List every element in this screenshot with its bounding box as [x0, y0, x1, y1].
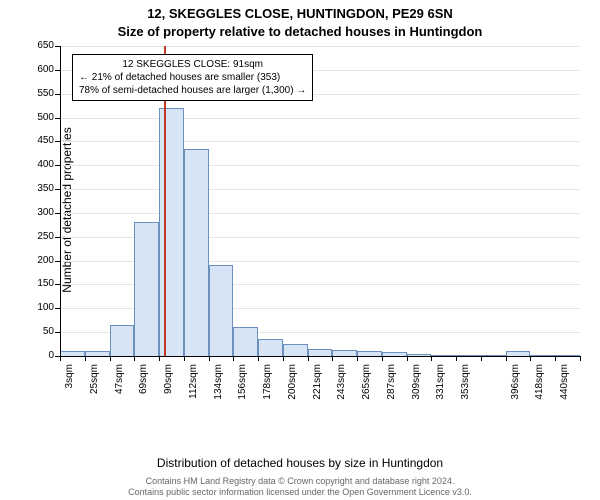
chart-title-line1: 12, SKEGGLES CLOSE, HUNTINGDON, PE29 6SN: [0, 6, 600, 21]
plot-area: 0501001502002503003504004505005506006503…: [60, 46, 580, 396]
histogram-bar: [134, 222, 159, 356]
x-tick-label: 25sqm: [89, 364, 100, 408]
y-tick-label: 400: [20, 159, 54, 170]
histogram-bar: [184, 149, 209, 356]
x-tick-label: 3sqm: [64, 364, 75, 408]
x-tick-label: 440sqm: [559, 364, 570, 408]
gridline: [60, 46, 580, 47]
y-tick-label: 350: [20, 183, 54, 194]
annotation-line1: 12 SKEGGLES CLOSE: 91sqm: [79, 58, 306, 71]
x-tick-label: 331sqm: [435, 364, 446, 408]
footer-line2: Contains public sector information licen…: [0, 487, 600, 498]
y-tick-label: 600: [20, 64, 54, 75]
y-tick-label: 250: [20, 231, 54, 242]
x-tick-label: 69sqm: [138, 364, 149, 408]
histogram-bar: [308, 349, 333, 356]
x-tick-label: 396sqm: [510, 364, 521, 408]
chart-title-line2: Size of property relative to detached ho…: [0, 24, 600, 39]
y-tick-label: 300: [20, 207, 54, 218]
gridline: [60, 213, 580, 214]
y-tick-label: 150: [20, 278, 54, 289]
histogram-bar: [258, 339, 283, 356]
x-axis-label: Distribution of detached houses by size …: [0, 456, 600, 470]
footer-line1: Contains HM Land Registry data © Crown c…: [0, 476, 600, 487]
annotation-box: 12 SKEGGLES CLOSE: 91sqm← 21% of detache…: [72, 54, 313, 101]
x-tick-label: 353sqm: [460, 364, 471, 408]
x-tick-label: 265sqm: [361, 364, 372, 408]
x-tick-label: 90sqm: [163, 364, 174, 408]
x-axis-line: [60, 356, 580, 357]
y-tick-label: 0: [20, 350, 54, 361]
y-tick-label: 200: [20, 255, 54, 266]
y-tick-label: 500: [20, 112, 54, 123]
x-tick-label: 134sqm: [213, 364, 224, 408]
y-axis-line: [60, 46, 61, 356]
histogram-bar: [283, 344, 308, 356]
y-tick-label: 100: [20, 302, 54, 313]
gridline: [60, 165, 580, 166]
annotation-line3: 78% of semi-detached houses are larger (…: [79, 84, 306, 97]
x-tick-label: 47sqm: [114, 364, 125, 408]
x-tick-label: 418sqm: [534, 364, 545, 408]
annotation-line2: ← 21% of detached houses are smaller (35…: [79, 71, 306, 84]
x-tick-label: 309sqm: [411, 364, 422, 408]
gridline: [60, 141, 580, 142]
x-tick-label: 156sqm: [237, 364, 248, 408]
y-tick-label: 550: [20, 88, 54, 99]
gridline: [60, 118, 580, 119]
x-tick-label: 221sqm: [312, 364, 323, 408]
histogram-bar: [209, 265, 234, 356]
y-tick-label: 450: [20, 135, 54, 146]
x-tick-label: 243sqm: [336, 364, 347, 408]
histogram-bar: [233, 327, 258, 356]
y-tick-label: 50: [20, 326, 54, 337]
chart-container: 12, SKEGGLES CLOSE, HUNTINGDON, PE29 6SN…: [0, 0, 600, 500]
chart-footer: Contains HM Land Registry data © Crown c…: [0, 476, 600, 498]
x-tick-label: 178sqm: [262, 364, 273, 408]
histogram-bar: [110, 325, 135, 356]
x-tick: [580, 356, 581, 361]
gridline: [60, 189, 580, 190]
x-tick-label: 287sqm: [386, 364, 397, 408]
x-tick-label: 112sqm: [188, 364, 199, 408]
x-tick-label: 200sqm: [287, 364, 298, 408]
y-tick-label: 650: [20, 40, 54, 51]
